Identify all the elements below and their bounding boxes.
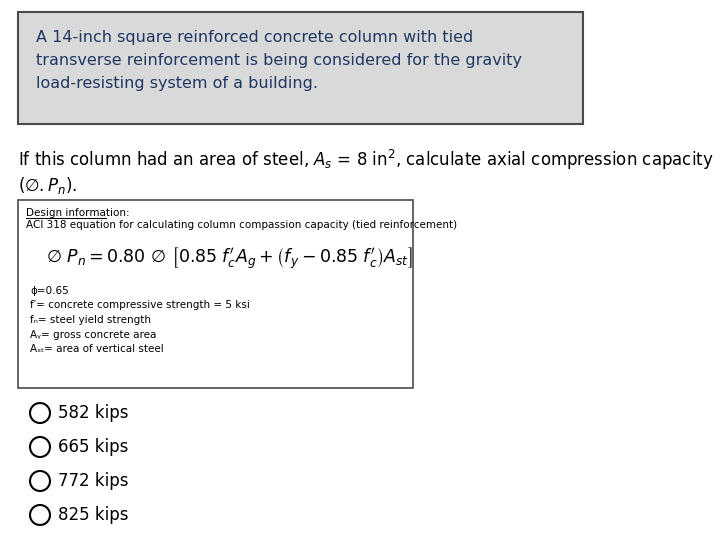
Text: $\emptyset\ P_n = 0.80\ \emptyset\ \left[0.85\ f_c^{\prime}A_g + \left(f_y - 0.8: $\emptyset\ P_n = 0.80\ \emptyset\ \left…: [46, 246, 412, 272]
Circle shape: [30, 505, 50, 525]
Text: ϕ=0.65: ϕ=0.65: [30, 286, 69, 296]
Text: 582 kips: 582 kips: [58, 404, 129, 422]
Text: 665 kips: 665 kips: [58, 438, 129, 456]
Text: Aᵧ= gross concrete area: Aᵧ= gross concrete area: [30, 330, 156, 339]
Text: A 14-inch square reinforced concrete column with tied
transverse reinforcement i: A 14-inch square reinforced concrete col…: [36, 30, 522, 91]
FancyBboxPatch shape: [18, 12, 583, 124]
Text: If this column had an area of steel, $A_s$ = 8 in$^2$, calculate axial compressi: If this column had an area of steel, $A_…: [18, 148, 714, 172]
Circle shape: [30, 437, 50, 457]
Text: Design information:: Design information:: [26, 208, 130, 218]
Text: $(\emptyset.P_n)$.: $(\emptyset.P_n)$.: [18, 175, 78, 196]
Circle shape: [30, 403, 50, 423]
FancyBboxPatch shape: [18, 200, 413, 388]
Text: fₙ= steel yield strength: fₙ= steel yield strength: [30, 315, 151, 325]
Text: ACI 318 equation for calculating column compassion capacity (tied reinforcement): ACI 318 equation for calculating column …: [26, 220, 457, 230]
Circle shape: [30, 471, 50, 491]
Text: 825 kips: 825 kips: [58, 506, 129, 524]
Text: f′⁣= concrete compressive strength = 5 ksi: f′⁣= concrete compressive strength = 5 k…: [30, 300, 250, 311]
Text: 772 kips: 772 kips: [58, 472, 129, 490]
Text: Aₛₜ= area of vertical steel: Aₛₜ= area of vertical steel: [30, 344, 164, 354]
